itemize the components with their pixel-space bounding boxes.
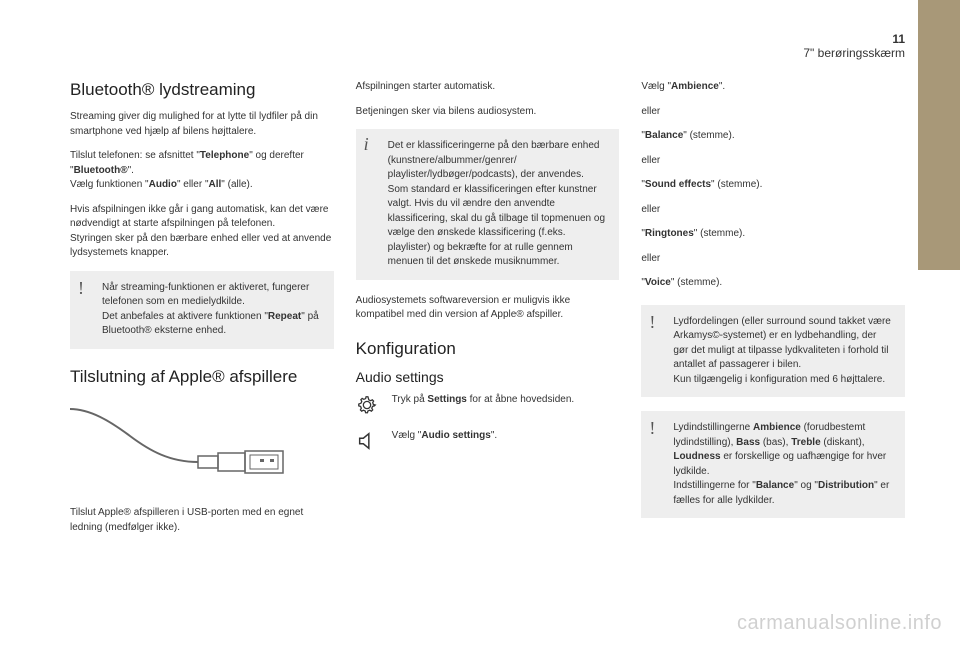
heading-konfiguration: Konfiguration: [356, 339, 620, 359]
warning-box-streaming: ! Når streaming-funktionen er aktiveret,…: [70, 271, 334, 349]
para: Streaming giver dig mulighed for at lytt…: [70, 110, 334, 139]
line: "Balance" (stemme).: [641, 129, 905, 144]
line: Vælg "Ambience".: [641, 80, 905, 95]
para: Audiosystemets softwareversion er muligv…: [356, 294, 620, 323]
page-number: 11: [605, 32, 905, 46]
side-tab: [918, 0, 960, 270]
line: "Sound effects" (stemme).: [641, 178, 905, 193]
step-settings: Tryk på Settings for at åbne hovedsiden.: [356, 393, 620, 419]
gear-icon: [356, 393, 382, 419]
page-header: 11 7" berøringsskærm: [605, 32, 905, 60]
exclamation-icon: !: [649, 419, 655, 437]
para: Tilslut telefonen: se afsnittet "Telepho…: [70, 149, 334, 193]
para: Betjeningen sker via bilens audiosystem.: [356, 105, 620, 120]
line: "Voice" (stemme).: [641, 276, 905, 291]
step-audio: Vælg "Audio settings".: [356, 429, 620, 455]
warning-box-arkamys: ! Lydfordelingen (eller surround sound t…: [641, 305, 905, 398]
section-title: 7" berøringsskærm: [803, 46, 905, 60]
column-2: Afspilningen starter automatisk. Betjeni…: [356, 80, 620, 624]
or: eller: [641, 203, 905, 218]
column-3: Vælg "Ambience". eller "Balance" (stemme…: [641, 80, 905, 624]
exclamation-icon: !: [649, 313, 655, 331]
warning-box-settings: ! Lydindstillingerne Ambience (forudbest…: [641, 411, 905, 518]
info-box-classification: i Det er klassificeringerne på den bærba…: [356, 129, 620, 280]
speaker-icon: [356, 429, 382, 455]
para: Hvis afspilningen ikke går i gang automa…: [70, 203, 334, 261]
heading-bluetooth: Bluetooth® lydstreaming: [70, 80, 334, 100]
heading-audio-settings: Audio settings: [356, 369, 620, 385]
line: "Ringtones" (stemme).: [641, 227, 905, 242]
or: eller: [641, 252, 905, 267]
content-columns: Bluetooth® lydstreaming Streaming giver …: [70, 80, 905, 624]
usb-diagram: [70, 401, 334, 496]
para: Afspilningen starter automatisk.: [356, 80, 620, 95]
watermark: carmanualsonline.info: [737, 612, 942, 635]
or: eller: [641, 105, 905, 120]
para: Tilslut Apple® afspilleren i USB-porten …: [70, 506, 334, 535]
heading-apple: Tilslutning af Apple® afspillere: [70, 367, 334, 387]
or: eller: [641, 154, 905, 169]
exclamation-icon: !: [78, 279, 84, 297]
column-1: Bluetooth® lydstreaming Streaming giver …: [70, 80, 334, 624]
info-icon: i: [364, 135, 369, 153]
